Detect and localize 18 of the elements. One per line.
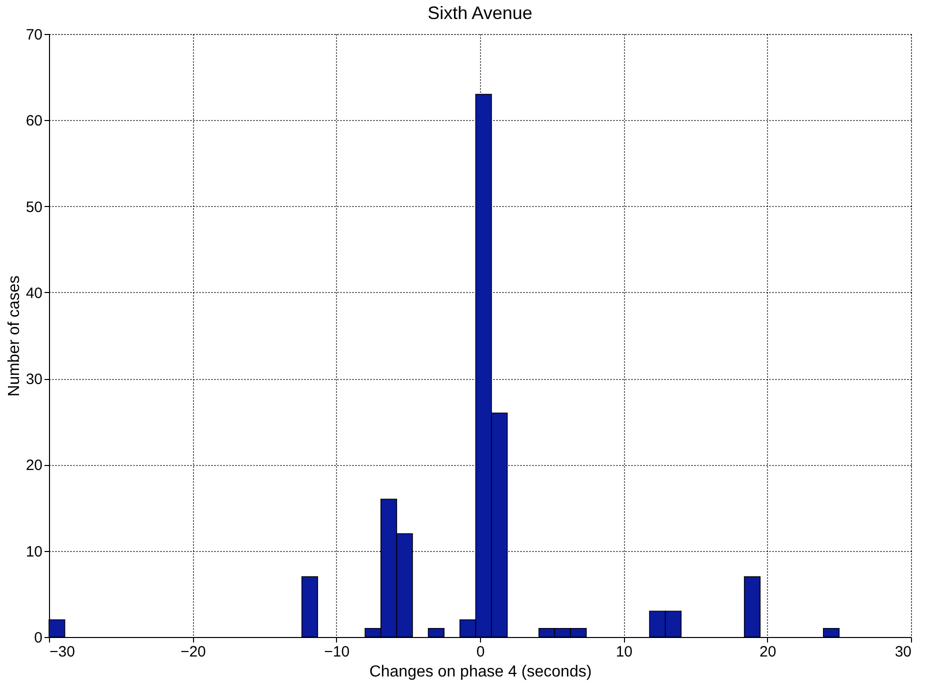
y-tick-label: 10	[26, 543, 42, 560]
x-tick-label: −20	[180, 644, 206, 660]
x-tick-label: 10	[616, 644, 633, 660]
y-tick-label: 70	[26, 26, 42, 44]
x-tick-label: −10	[324, 644, 350, 660]
x-axis-title: Changes on phase 4 (seconds)	[369, 664, 592, 680]
x-tick-label: 20	[759, 644, 776, 660]
x-tick-label: 0	[476, 644, 485, 660]
y-tick-label: 0	[34, 630, 42, 646]
y-axis-title: Number of cases	[6, 276, 23, 396]
y-tick-label: 60	[26, 112, 42, 130]
chart-title: Sixth Avenue	[428, 3, 532, 23]
x-tick-label: 30	[894, 644, 912, 660]
x-tick-label: −30	[50, 644, 75, 660]
y-tick-label: 30	[26, 371, 42, 388]
y-tick-label: 20	[26, 457, 42, 474]
y-tick-label: 40	[26, 284, 42, 302]
y-tick-label: 50	[26, 198, 42, 216]
